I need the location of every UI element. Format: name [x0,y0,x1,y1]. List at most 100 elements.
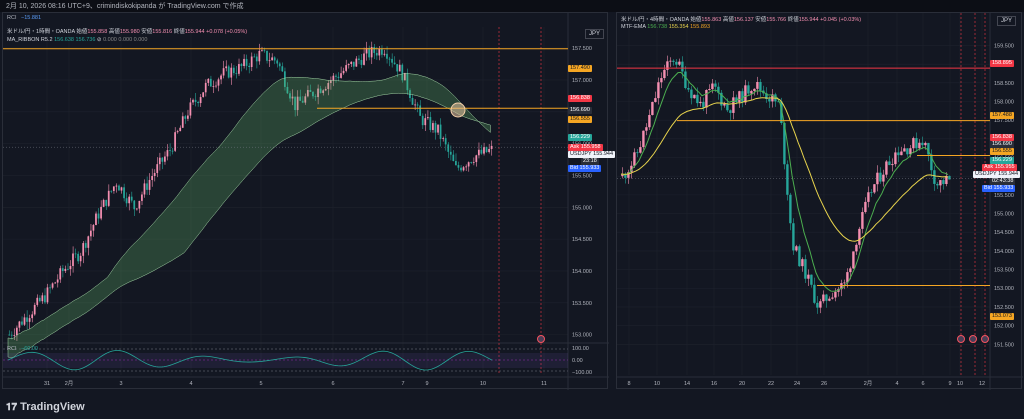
candle-body [370,46,373,58]
chart-pane-4h[interactable]: 159.500159.000158.500158.000157.500157.0… [616,12,1023,390]
candle-body [304,96,307,103]
candle-body [411,98,414,105]
rci-band [3,353,568,368]
candle-body [15,327,18,336]
time-axis-label: 9 [425,381,428,387]
candle-body [439,124,442,139]
candle-body [54,282,56,284]
candle-body [485,146,488,153]
candle-body [720,92,723,106]
candle-body [125,198,128,204]
candle-body [915,138,918,149]
candle-body [426,117,429,119]
candle-body [717,86,720,93]
candle-body [939,180,942,186]
candle-body [102,199,105,207]
candle-body [900,151,903,156]
event-flag-icon-1[interactable] [957,335,965,343]
candle-body [467,162,470,167]
eye-icon[interactable]: ⊘ [96,37,102,43]
candle-body [477,149,480,156]
time-axis-label: 8 [627,381,630,387]
rci-axis-label: 0.00 [572,358,583,364]
candle-body [120,187,123,191]
candle-body [89,230,92,237]
candle-body [243,58,245,67]
rci-value: −60.00 [21,346,38,352]
ask-tag-4h: Ask 155.955 [982,164,1017,171]
low-label-4h: 安値 [755,17,767,23]
candle-body [434,123,437,133]
candle-body [38,297,41,302]
ema-v1: 156.738 [647,24,668,30]
ind-v2: 156.736 [75,37,96,43]
candle-body [59,268,62,280]
candle-body [283,71,286,87]
candle-body [732,97,735,113]
symbol-label-4h: USDJPY [975,171,997,177]
price-tag-4h-3: 156.690 [990,141,1014,148]
candle-body [780,101,783,123]
chart-pane-1h[interactable]: 157.500157.000156.500156.000155.500155.0… [2,12,616,390]
candle-body [825,294,828,301]
candle-body [217,79,220,86]
price-axis-label: 154.500 [572,237,592,243]
candle-body [945,175,948,185]
candle-body [855,244,858,252]
symbol-title-4h[interactable]: 米ドル/円・4時間・OANDA [621,17,689,23]
candle-body [153,172,156,177]
candle-body [879,172,882,182]
candle-body [645,127,648,131]
indicator-row-4h[interactable]: MTF-EMA 156.738 155.354 155.893 [621,24,710,31]
indicator-row[interactable]: MA_RIBBON R5.2 156.638 156.736 ⊘ 0.000 0… [7,37,147,44]
candle-body [225,66,228,69]
event-flag-icon[interactable] [537,335,545,343]
candle-body [107,190,110,206]
bid-tag-4h: Bid 155.933 [982,185,1016,192]
candle-body [888,161,891,166]
candle-body [639,147,642,153]
price-axis-label: 157.500 [572,46,592,52]
price-axis-label: 155.000 [572,205,592,211]
time-axis-label: 9 [948,381,951,387]
candle-body [864,201,867,213]
candle-body [151,176,153,181]
event-flag-icon-3[interactable] [981,335,989,343]
tradingview-logo[interactable]: 𝟏𝟕 TradingView [6,401,85,413]
candle-body [23,317,26,325]
symbol-title-row-4h[interactable]: 米ドル/円・4時間・OANDA 始値155.863 高値156.137 安値15… [621,17,861,24]
candle-body [831,297,834,299]
event-flag-icon-2[interactable] [969,335,977,343]
usdjpy-tag-4h: USDJPY 155.944 [973,171,1021,178]
currency-badge[interactable]: JPY [585,29,605,39]
indicator-name-4h[interactable]: MTF-EMA [621,24,646,30]
symbol-title[interactable]: 米ドル/円・1時間・OANDA [7,29,75,35]
price-tag-4: 156.555 [568,116,592,123]
indicator-name[interactable]: MA_RIBBON R5.2 [7,37,53,43]
candle-body [253,56,256,58]
candle-body [852,251,855,269]
candle-body [138,200,141,209]
low-value: 155.816 [152,29,173,35]
candle-body [189,102,192,116]
ema-fast-line [620,71,949,292]
candle-body [368,47,370,58]
price-axis-label: 151.500 [994,342,1014,348]
candle-body [77,253,79,262]
chart-canvas-1h[interactable]: 157.500157.000156.500156.000155.500155.0… [3,13,609,390]
candle-body [56,279,59,283]
candle-body [801,259,804,267]
currency-badge-4h[interactable]: JPY [997,16,1017,26]
candle-body [462,167,465,171]
price-axis-label: 158.500 [994,81,1014,87]
candle-body [130,196,133,201]
candle-body [648,114,651,128]
candle-body [184,116,187,119]
candle-body [885,161,888,175]
candle-body [294,96,296,111]
time-axis-label: 2月 [65,380,74,387]
candle-body [903,148,906,152]
time-axis-label: 11 [541,381,547,387]
chart-canvas-4h[interactable]: 159.500159.000158.500158.000157.500157.0… [617,13,1023,390]
symbol-title-row[interactable]: 米ドル/円・1時間・OANDA 始値155.858 高値155.980 安値15… [7,29,247,36]
